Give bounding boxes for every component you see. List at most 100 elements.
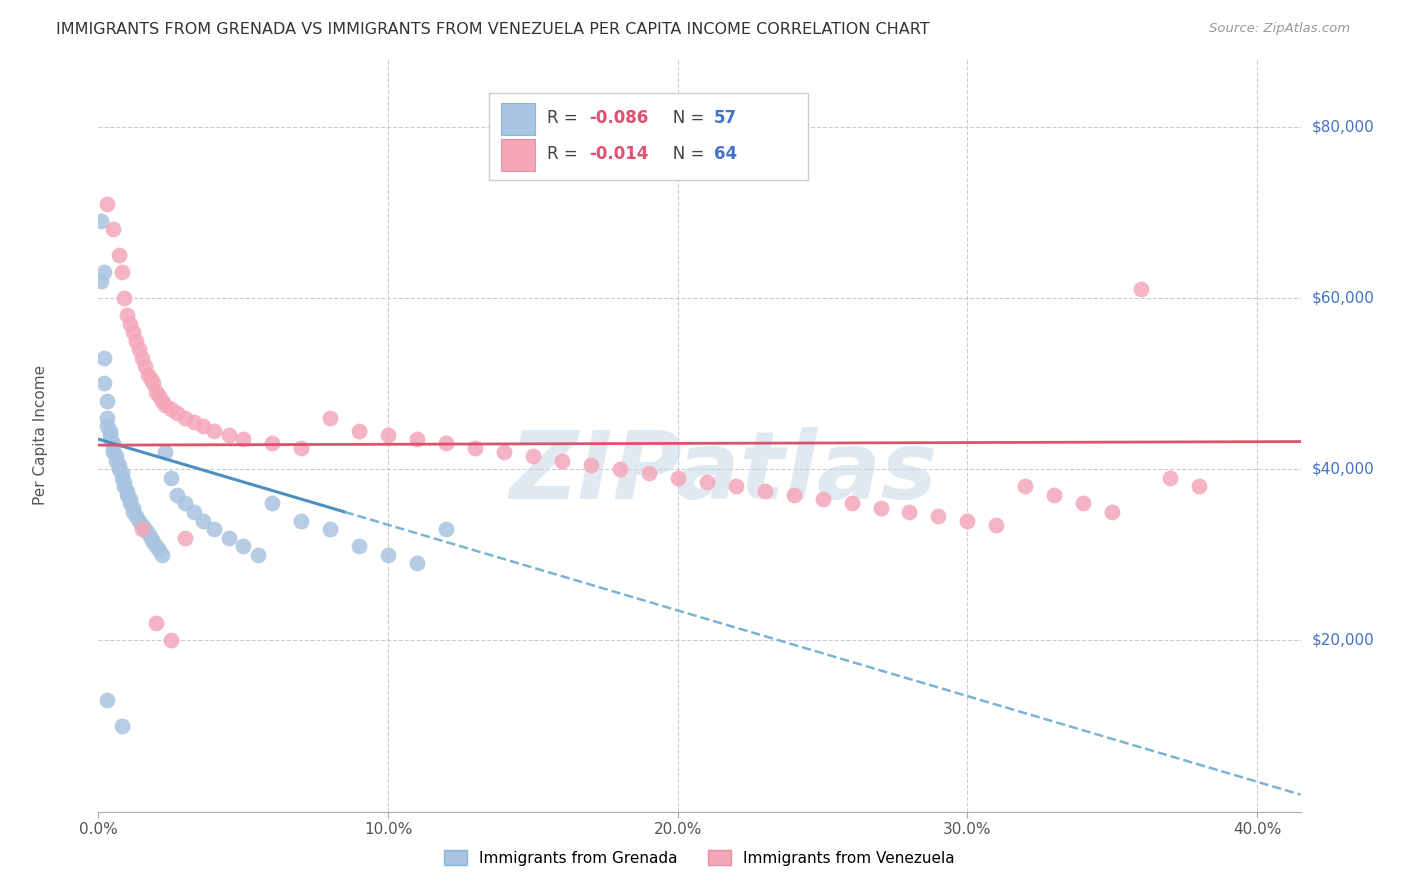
Text: $40,000: $40,000 [1312, 462, 1375, 476]
Point [191, 514, 214, 528]
Point [724, 479, 747, 493]
Point [128, 342, 150, 356]
Text: $20,000: $20,000 [1312, 633, 1375, 648]
Point [1101, 505, 1123, 519]
Bar [501, 103, 534, 135]
Text: -0.014: -0.014 [589, 145, 648, 163]
Point [142, 376, 165, 391]
Point [434, 522, 457, 536]
Point [90, 213, 112, 227]
Point [160, 471, 183, 485]
Text: N =: N = [658, 145, 710, 163]
Point [101, 445, 124, 459]
Point [202, 522, 225, 536]
Point [218, 428, 240, 442]
Point [1014, 479, 1036, 493]
FancyBboxPatch shape [489, 94, 807, 180]
Point [117, 488, 139, 502]
Point [110, 471, 132, 485]
Point [96, 393, 118, 408]
Point [90, 274, 112, 288]
Text: R =: R = [547, 145, 583, 163]
Point [1130, 282, 1153, 296]
Point [93, 265, 115, 279]
Point [898, 505, 921, 519]
Text: Source: ZipAtlas.com: Source: ZipAtlas.com [1209, 22, 1350, 36]
Point [666, 471, 689, 485]
Point [96, 419, 118, 434]
Point [148, 543, 170, 558]
Point [377, 548, 399, 562]
Point [262, 436, 284, 450]
Point [93, 376, 115, 391]
Point [131, 351, 153, 365]
Point [153, 445, 176, 459]
Point [107, 458, 129, 472]
Point [122, 325, 145, 339]
Point [696, 475, 718, 489]
Point [319, 522, 342, 536]
Point [191, 419, 214, 434]
Point [125, 509, 148, 524]
Point [145, 616, 167, 631]
Point [110, 265, 132, 279]
Point [232, 539, 254, 553]
Point [183, 505, 205, 519]
Point [464, 441, 486, 455]
Point [166, 406, 188, 420]
Point [134, 359, 156, 374]
Point [104, 453, 127, 467]
Point [98, 424, 121, 438]
Point [148, 389, 170, 403]
Point [1043, 488, 1066, 502]
Text: ZIPatlas: ZIPatlas [509, 426, 938, 518]
Point [107, 248, 129, 262]
Point [96, 410, 118, 425]
Legend: Immigrants from Grenada, Immigrants from Venezuela: Immigrants from Grenada, Immigrants from… [437, 844, 962, 871]
Point [145, 539, 167, 553]
Point [637, 467, 659, 481]
Point [174, 410, 197, 425]
Point [142, 535, 165, 549]
Point [101, 436, 124, 450]
Point [183, 415, 205, 429]
Point [134, 522, 156, 536]
Point [110, 467, 132, 481]
Point [96, 693, 118, 707]
Point [202, 424, 225, 438]
Bar [501, 139, 534, 171]
Point [218, 531, 240, 545]
Point [98, 428, 121, 442]
Point [125, 334, 148, 348]
Text: $80,000: $80,000 [1312, 119, 1375, 134]
Point [377, 428, 399, 442]
Point [986, 517, 1008, 532]
Point [174, 496, 197, 510]
Point [347, 424, 370, 438]
Text: IMMIGRANTS FROM GRENADA VS IMMIGRANTS FROM VENEZUELA PER CAPITA INCOME CORRELATI: IMMIGRANTS FROM GRENADA VS IMMIGRANTS FR… [56, 22, 929, 37]
Point [290, 514, 312, 528]
Point [1188, 479, 1211, 493]
Point [139, 531, 162, 545]
Point [406, 432, 429, 446]
Point [492, 445, 515, 459]
Point [93, 351, 115, 365]
Point [262, 496, 284, 510]
Point [246, 548, 269, 562]
Point [160, 402, 183, 417]
Point [609, 462, 631, 476]
Point [434, 436, 457, 450]
Point [1071, 496, 1094, 510]
Text: $60,000: $60,000 [1312, 290, 1375, 305]
Point [956, 514, 979, 528]
Point [131, 517, 153, 532]
Point [110, 719, 132, 733]
Point [131, 522, 153, 536]
Point [104, 450, 127, 464]
Point [122, 500, 145, 515]
Point [754, 483, 776, 498]
Point [107, 462, 129, 476]
Point [122, 505, 145, 519]
Point [117, 308, 139, 322]
Point [232, 432, 254, 446]
